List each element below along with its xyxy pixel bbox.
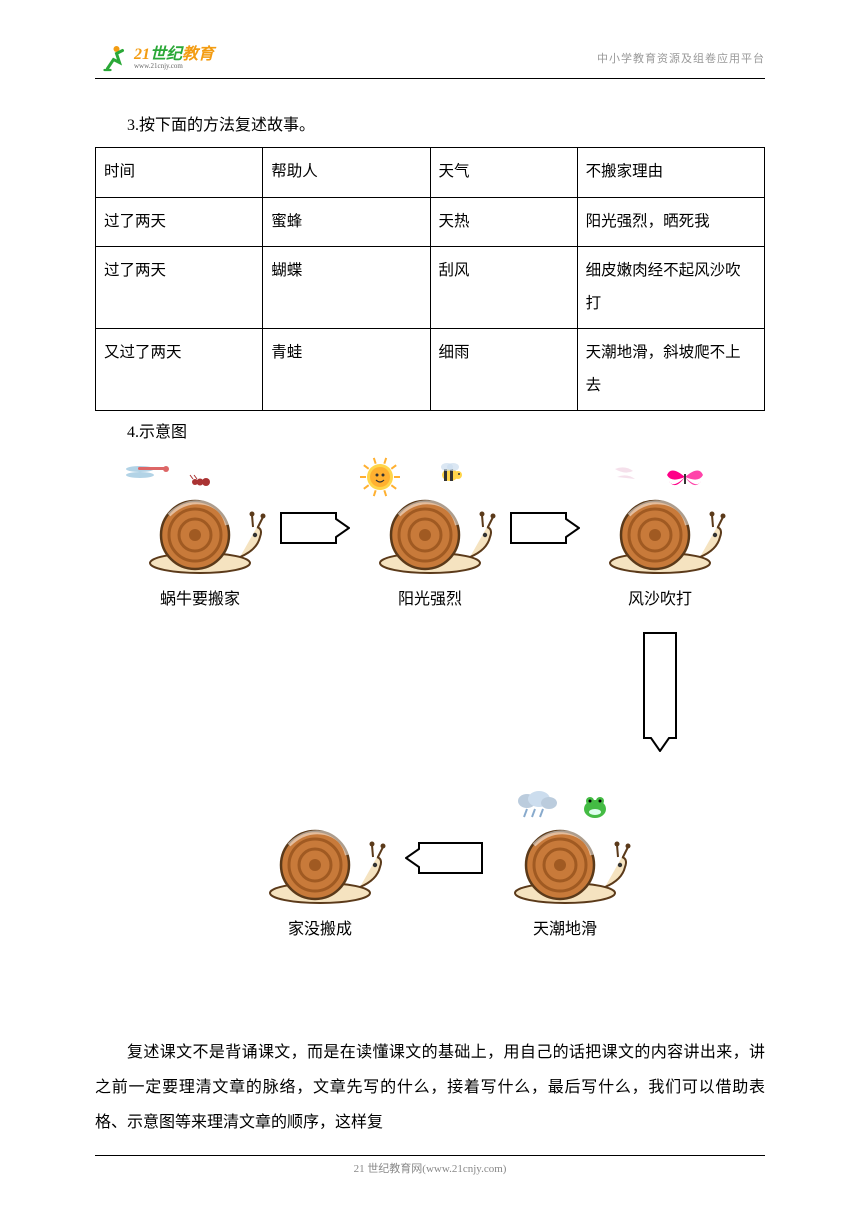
diagram-node: 家没搬成 [245,787,395,939]
runner-icon [100,43,130,73]
table-header-cell: 帮助人 [263,148,430,198]
footer-divider [95,1155,765,1156]
table-cell: 青蛙 [263,329,430,411]
logo-part-2: 世纪 [150,46,182,63]
arrow-icon [643,632,677,757]
diagram-node: 天潮地滑 [490,787,640,939]
page-content: 3.按下面的方法复述故事。 时间帮助人天气不搬家理由过了两天蜜蜂天热阳光强烈，晒… [95,108,765,1140]
explain-paragraph: 复述课文不是背诵课文，而是在读懂课文的基础上，用自己的话把课文的内容讲出来，讲之… [95,1035,765,1141]
table-cell: 天热 [430,197,577,247]
logo-part-3: 教育 [182,46,214,63]
logo-text: 21世纪教育 www.21cnjy.com [134,47,214,70]
table-cell: 天潮地滑，斜坡爬不上去 [577,329,764,411]
arrow-icon [405,842,483,879]
story-diagram: 蜗牛要搬家 阳光强烈 [95,457,765,1017]
table-cell: 细雨 [430,329,577,411]
table-cell: 细皮嫩肉经不起风沙吹打 [577,247,764,329]
table-cell: 蜜蜂 [263,197,430,247]
table-cell: 过了两天 [96,247,263,329]
diagram-caption: 阳光强烈 [398,585,462,609]
snail-icon [125,457,275,577]
table-cell: 阳光强烈，晒死我 [577,197,764,247]
diagram-caption: 家没搬成 [288,915,352,939]
story-table: 时间帮助人天气不搬家理由过了两天蜜蜂天热阳光强烈，晒死我过了两天蝴蝶刮风细皮嫩肉… [95,147,765,411]
table-header-cell: 时间 [96,148,263,198]
diagram-node: 风沙吹打 [585,457,735,609]
table-row: 过了两天蜜蜂天热阳光强烈，晒死我 [96,197,765,247]
diagram-caption: 天潮地滑 [533,915,597,939]
snail-icon [245,787,395,907]
table-cell: 蝴蝶 [263,247,430,329]
diagram-node: 蜗牛要搬家 [125,457,275,609]
diagram-caption: 蜗牛要搬家 [160,585,240,609]
table-row: 又过了两天青蛙细雨天潮地滑，斜坡爬不上去 [96,329,765,411]
table-header-cell: 天气 [430,148,577,198]
snail-icon [355,457,505,577]
snail-icon [585,457,735,577]
diagram-node: 阳光强烈 [355,457,505,609]
snail-icon [490,787,640,907]
arrow-icon [280,512,350,549]
logo: 21世纪教育 www.21cnjy.com [100,43,214,73]
diagram-caption: 风沙吹打 [628,585,692,609]
table-row: 过了两天蝴蝶刮风细皮嫩肉经不起风沙吹打 [96,247,765,329]
page-footer: 21 世纪教育网(www.21cnjy.com) [0,1160,860,1176]
header-subtitle: 中小学教育资源及组卷应用平台 [597,50,765,66]
table-cell: 又过了两天 [96,329,263,411]
arrow-icon [510,512,580,549]
logo-url: www.21cnjy.com [134,63,214,70]
question-4: 4.示意图 [95,415,765,450]
page-header: 21世纪教育 www.21cnjy.com 中小学教育资源及组卷应用平台 [0,38,860,78]
table-cell: 刮风 [430,247,577,329]
table-cell: 过了两天 [96,197,263,247]
table-header-cell: 不搬家理由 [577,148,764,198]
header-divider [95,78,765,79]
question-3: 3.按下面的方法复述故事。 [95,108,765,143]
logo-part-1: 21 [134,46,150,63]
